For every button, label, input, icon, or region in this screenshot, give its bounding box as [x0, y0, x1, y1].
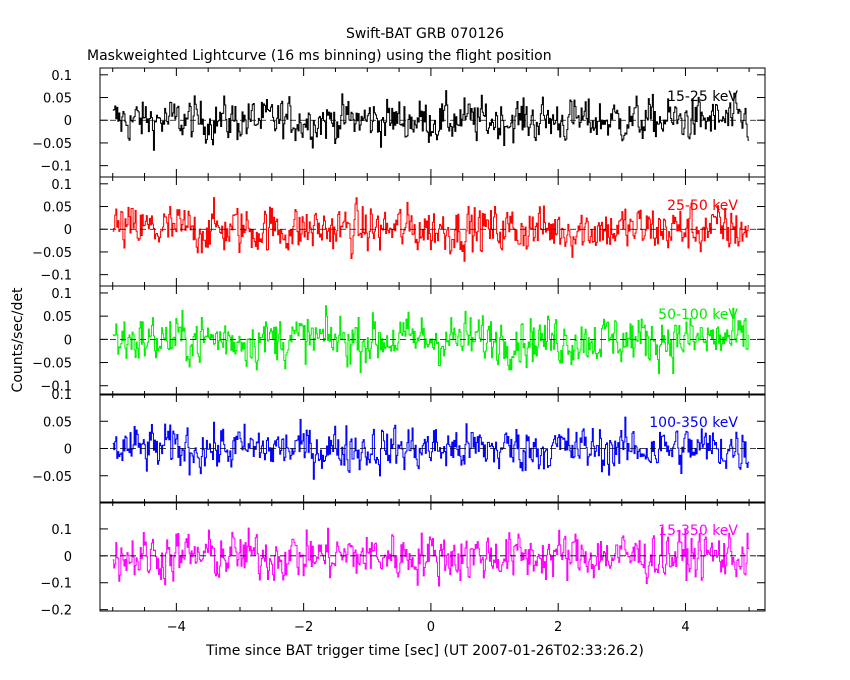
band-label-2: 50-100 keV [658, 307, 738, 323]
y-tick-label-4-0: −0.2 [40, 604, 72, 619]
y-tick-label-2-2: 0 [64, 333, 72, 348]
y-tick-label-1-2: 0 [64, 223, 72, 238]
y-tick-label-2-4: 0.1 [51, 287, 72, 302]
y-tick-label-2-3: 0.05 [43, 310, 72, 325]
y-tick-label-0-4: 0.1 [51, 69, 72, 84]
y-tick-label-0-1: −0.05 [32, 137, 72, 152]
y-tick-label-4-1: −0.1 [40, 577, 72, 592]
chart-title: Swift-BAT GRB 070126 [346, 26, 504, 42]
panel-frame-4 [99, 501, 766, 612]
x-tick-label-1: −2 [294, 620, 313, 635]
panel-0: −0.1 −0.05 0 0.05 0.1 15-25 keV [32, 67, 766, 178]
x-axis-label: Time since BAT trigger time [sec] (UT 20… [205, 643, 644, 659]
series-line-3 [112, 416, 750, 480]
y-tick-label-3-1: 0 [64, 443, 72, 458]
band-label-0: 15-25 keV [667, 89, 738, 105]
band-label-4: 15-350 keV [658, 523, 738, 539]
y-tick-label-0-0: −0.1 [40, 160, 72, 175]
y-tick-label-1-0: −0.1 [40, 269, 72, 284]
y-axis-label: Counts/sec/det [10, 287, 26, 392]
y-tick-label-3-0: −0.05 [32, 470, 72, 485]
series-line-0 [112, 90, 750, 151]
panel-2: −0.1 −0.05 0 0.05 0.1 50-100 keV [32, 285, 766, 396]
panel-frame-2 [99, 285, 766, 396]
panel-3: −0.05 0 0.05 0.1 100-350 keV [32, 388, 766, 504]
band-label-1: 25-50 keV [667, 198, 738, 214]
x-tick-label-2: 0 [427, 620, 435, 635]
y-tick-label-4-3: 0.1 [51, 523, 72, 538]
panel-1: −0.1 −0.05 0 0.05 0.1 25-50 keV [32, 176, 766, 287]
panel-4: −0.2 −0.1 0 0.1 15-350 keV [40, 501, 766, 619]
y-tick-label-2-0: −0.1 [40, 380, 72, 395]
band-label-3: 100-350 keV [649, 415, 738, 431]
series-line-2 [112, 305, 750, 375]
y-tick-label-1-3: 0.05 [43, 201, 72, 216]
y-tick-label-0-3: 0.05 [43, 92, 72, 107]
series-line-4 [112, 527, 750, 587]
panels-group: −0.1 −0.05 0 0.05 0.1 15-25 keV −0.1 −0.05 0 0.05… [32, 67, 766, 635]
chart-subtitle: Maskweighted Lightcurve (16 ms binning) … [87, 48, 552, 64]
y-tick-label-3-3: 0.1 [51, 388, 72, 403]
x-tick-label-3: 2 [554, 620, 562, 635]
x-tick-label-0: −4 [167, 620, 186, 635]
y-tick-label-4-2: 0 [64, 550, 72, 565]
series-line-1 [112, 197, 750, 262]
y-tick-label-1-1: −0.05 [32, 246, 72, 261]
y-tick-label-1-4: 0.1 [51, 178, 72, 193]
y-tick-label-0-2: 0 [64, 114, 72, 129]
y-tick-label-2-1: −0.05 [32, 357, 72, 372]
x-tick-label-4: 4 [681, 620, 689, 635]
y-tick-label-3-2: 0.05 [43, 415, 72, 430]
